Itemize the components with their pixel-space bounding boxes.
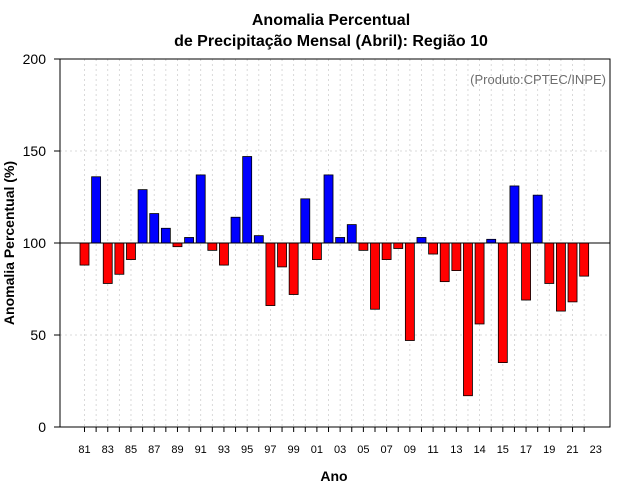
chart-title-line2: de Precipitação Mensal (Abril): Região 1… — [174, 33, 488, 50]
bar-13 — [451, 242, 462, 272]
y-axis: 0 50 100 150 200 — [23, 51, 60, 435]
bar-09 — [404, 242, 415, 341]
bar-08 — [393, 242, 404, 249]
bar-99 — [288, 242, 299, 295]
x-tick-label: 85 — [125, 444, 137, 456]
x-tick-label: 23 — [590, 444, 602, 456]
x-axis: 81 83 85 87 89 91 93 95 97 99 01 03 05 07 09 11 13 14 15 17… — [78, 427, 602, 456]
bar-20 — [532, 194, 543, 244]
x-tick-label: 09 — [404, 444, 416, 456]
bar-07 — [381, 242, 392, 260]
bar-19 — [521, 242, 531, 301]
bar-18 — [509, 185, 520, 244]
bar-81 — [79, 242, 90, 266]
bar-95 — [242, 156, 253, 244]
bar-10 — [416, 237, 427, 244]
bar-11 — [428, 242, 439, 255]
bar-92 — [207, 242, 218, 251]
bar-83 — [102, 242, 113, 284]
bar-01 — [311, 242, 322, 260]
grid-lines — [60, 58, 610, 428]
bar-24 — [579, 242, 590, 277]
x-tick-label: 19 — [543, 444, 555, 456]
bar-87 — [149, 213, 160, 244]
bar-06 — [370, 242, 380, 310]
y-tick-label: 50 — [30, 327, 46, 343]
y-tick-label: 150 — [23, 143, 47, 159]
y-tick-label: 0 — [38, 419, 46, 435]
x-tick-label: 07 — [380, 444, 392, 456]
x-tick-label: 95 — [241, 444, 253, 456]
x-tick-label: 87 — [148, 444, 160, 456]
bar-14 — [463, 242, 473, 397]
bar-00 — [300, 198, 311, 244]
x-tick-label: 01 — [311, 444, 323, 456]
bar-96 — [253, 235, 264, 244]
x-tick-label: 14 — [473, 444, 485, 456]
x-axis-title: Ano — [320, 468, 347, 484]
bar-03 — [335, 237, 346, 244]
bar-21 — [544, 242, 555, 284]
bar-82 — [91, 176, 102, 244]
bar-97 — [265, 242, 276, 306]
x-tick-label: 11 — [427, 444, 438, 456]
bar-04 — [346, 224, 357, 244]
x-tick-label: 83 — [102, 444, 114, 456]
bar-02 — [323, 174, 334, 244]
bar-17 — [497, 242, 508, 363]
bar-90 — [184, 237, 194, 244]
bar-85 — [126, 242, 136, 260]
y-tick-label: 200 — [23, 51, 47, 67]
x-tick-label: 21 — [566, 444, 578, 456]
bar-12 — [439, 242, 450, 283]
bar-84 — [114, 242, 125, 275]
bar-94 — [230, 216, 241, 244]
bar-88 — [160, 227, 171, 244]
x-tick-label: 93 — [218, 444, 230, 456]
bar-86 — [137, 189, 148, 244]
x-tick-label: 97 — [264, 444, 276, 456]
y-axis-title: Anomalia Percentual (%) — [1, 161, 17, 325]
x-tick-label: 99 — [288, 444, 300, 456]
bar-89 — [172, 242, 183, 248]
bar-05 — [358, 242, 369, 251]
bar-22 — [556, 242, 566, 312]
x-tick-label: 17 — [520, 444, 532, 456]
bar-23 — [567, 242, 578, 303]
x-tick-label: 89 — [171, 444, 183, 456]
x-tick-label: 91 — [195, 444, 207, 456]
chart-title-line1: Anomalia Percentual — [252, 12, 410, 29]
bars-group — [79, 156, 590, 397]
x-tick-label: 03 — [334, 444, 346, 456]
bar-16 — [486, 238, 497, 244]
x-tick-label: 13 — [450, 444, 462, 456]
x-tick-label: 05 — [357, 444, 369, 456]
bar-98 — [277, 242, 287, 268]
bar-15 — [474, 242, 485, 325]
bar-91 — [195, 174, 206, 244]
credit-text: (Produto:CPTEC/INPE) — [470, 72, 606, 87]
bar-93 — [219, 242, 229, 266]
y-tick-label: 100 — [23, 235, 47, 251]
x-tick-label: 81 — [78, 444, 90, 456]
x-tick-label: 15 — [497, 444, 509, 456]
